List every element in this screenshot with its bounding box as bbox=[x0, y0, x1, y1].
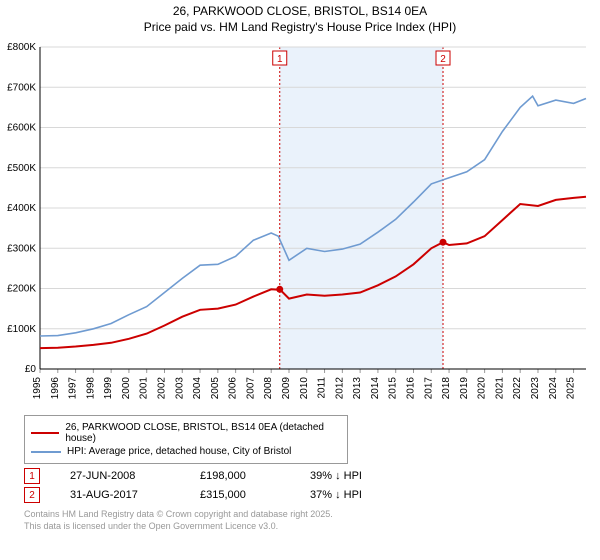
footer-attribution: Contains HM Land Registry data © Crown c… bbox=[24, 509, 590, 532]
legend-swatch bbox=[31, 432, 59, 434]
svg-text:2024: 2024 bbox=[548, 377, 559, 400]
svg-text:1997: 1997 bbox=[68, 377, 79, 400]
price-chart: £0 £100K £200K £300K £400K £500K £600K £700K £80… bbox=[0, 39, 590, 409]
svg-text:2017: 2017 bbox=[423, 377, 434, 400]
sales-table: 1 27-JUN-2008 £198,000 39% ↓ HPI 2 31-AU… bbox=[24, 468, 590, 503]
chart-title: 26, PARKWOOD CLOSE, BRISTOL, BS14 0EA Pr… bbox=[0, 0, 600, 35]
svg-text:2022: 2022 bbox=[512, 377, 523, 400]
svg-text:£100K: £100K bbox=[7, 324, 36, 335]
svg-text:2004: 2004 bbox=[192, 377, 203, 400]
svg-text:2018: 2018 bbox=[441, 377, 452, 400]
svg-text:£0: £0 bbox=[25, 364, 37, 375]
sale-marker-icon: 1 bbox=[24, 468, 40, 484]
sale-delta: 39% ↓ HPI bbox=[310, 470, 390, 482]
svg-text:2020: 2020 bbox=[477, 377, 488, 400]
svg-text:1995: 1995 bbox=[32, 377, 43, 400]
title-line1: 26, PARKWOOD CLOSE, BRISTOL, BS14 0EA bbox=[0, 4, 600, 20]
svg-text:1996: 1996 bbox=[50, 377, 61, 400]
svg-text:£500K: £500K bbox=[7, 163, 36, 174]
svg-text:2019: 2019 bbox=[459, 377, 470, 400]
svg-text:£300K: £300K bbox=[7, 243, 36, 254]
svg-text:1999: 1999 bbox=[103, 377, 114, 400]
svg-text:£600K: £600K bbox=[7, 123, 36, 134]
footer-line1: Contains HM Land Registry data © Crown c… bbox=[24, 509, 590, 521]
sale-date: 31-AUG-2017 bbox=[70, 489, 170, 501]
title-line2: Price paid vs. HM Land Registry's House … bbox=[0, 20, 600, 36]
svg-text:2006: 2006 bbox=[228, 377, 239, 400]
svg-text:£700K: £700K bbox=[7, 82, 36, 93]
svg-text:2014: 2014 bbox=[370, 377, 381, 400]
svg-text:2021: 2021 bbox=[494, 377, 505, 400]
sale-date: 27-JUN-2008 bbox=[70, 470, 170, 482]
svg-text:2011: 2011 bbox=[317, 377, 328, 399]
svg-text:2016: 2016 bbox=[405, 377, 416, 400]
sale-delta: 37% ↓ HPI bbox=[310, 489, 390, 501]
svg-text:2008: 2008 bbox=[263, 377, 274, 400]
sale-marker-icon: 2 bbox=[24, 487, 40, 503]
svg-text:£200K: £200K bbox=[7, 284, 36, 295]
svg-text:2001: 2001 bbox=[139, 377, 150, 400]
svg-text:2010: 2010 bbox=[299, 377, 310, 400]
svg-text:2023: 2023 bbox=[530, 377, 541, 400]
legend-swatch bbox=[31, 451, 61, 453]
legend-label: 26, PARKWOOD CLOSE, BRISTOL, BS14 0EA (d… bbox=[65, 422, 341, 444]
svg-text:2015: 2015 bbox=[388, 377, 399, 400]
svg-text:2013: 2013 bbox=[352, 377, 363, 400]
svg-text:2007: 2007 bbox=[245, 377, 256, 400]
legend-item-hpi: HPI: Average price, detached house, City… bbox=[31, 446, 341, 457]
svg-text:£800K: £800K bbox=[7, 42, 36, 53]
svg-text:2005: 2005 bbox=[210, 377, 221, 400]
table-row: 1 27-JUN-2008 £198,000 39% ↓ HPI bbox=[24, 468, 590, 484]
svg-text:2003: 2003 bbox=[174, 377, 185, 400]
svg-text:1998: 1998 bbox=[85, 377, 96, 400]
svg-text:2009: 2009 bbox=[281, 377, 292, 400]
legend-item-price-paid: 26, PARKWOOD CLOSE, BRISTOL, BS14 0EA (d… bbox=[31, 422, 341, 444]
svg-text:£400K: £400K bbox=[7, 203, 36, 214]
chart-container: £0 £100K £200K £300K £400K £500K £600K £700K £80… bbox=[0, 39, 590, 409]
svg-text:2000: 2000 bbox=[121, 377, 132, 400]
table-row: 2 31-AUG-2017 £315,000 37% ↓ HPI bbox=[24, 487, 590, 503]
svg-text:2012: 2012 bbox=[334, 377, 345, 400]
sale-price: £198,000 bbox=[200, 470, 280, 482]
sale-price: £315,000 bbox=[200, 489, 280, 501]
svg-text:2: 2 bbox=[440, 54, 446, 65]
legend: 26, PARKWOOD CLOSE, BRISTOL, BS14 0EA (d… bbox=[24, 415, 348, 464]
svg-text:2002: 2002 bbox=[156, 377, 167, 400]
svg-text:2025: 2025 bbox=[566, 377, 577, 400]
footer-line2: This data is licensed under the Open Gov… bbox=[24, 521, 590, 533]
legend-label: HPI: Average price, detached house, City… bbox=[67, 446, 291, 457]
svg-text:1: 1 bbox=[277, 54, 283, 65]
